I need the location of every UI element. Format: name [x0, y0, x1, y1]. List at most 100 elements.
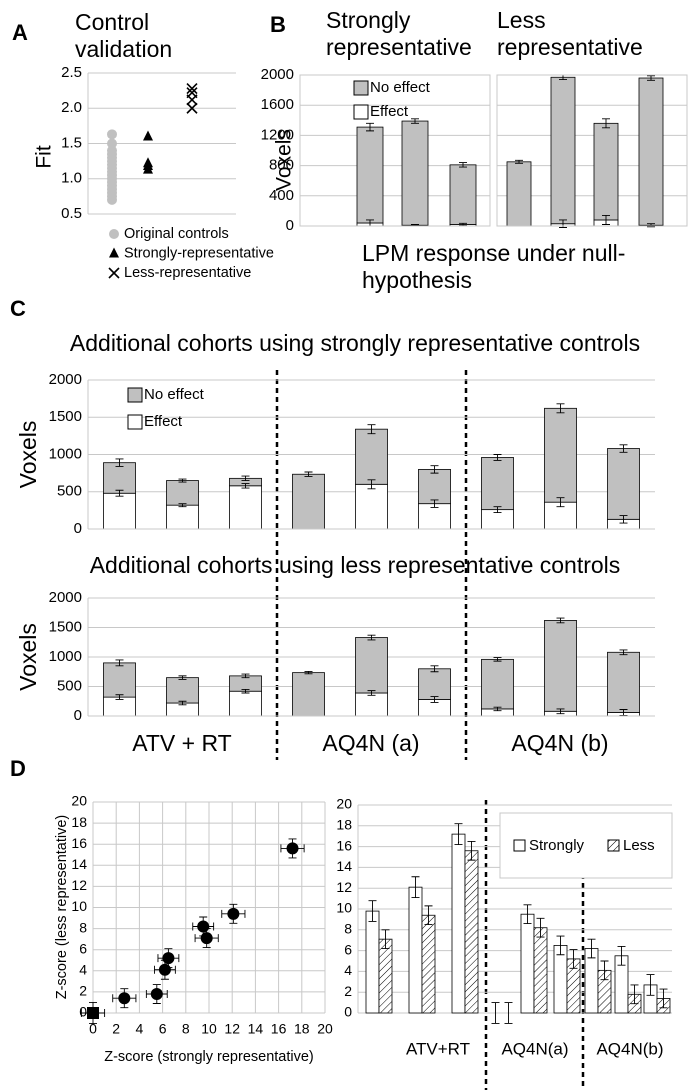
- bar-segment: [103, 462, 136, 494]
- point: [118, 992, 131, 1005]
- bar: [464, 850, 479, 1014]
- y-axis-label: Voxels: [273, 129, 296, 191]
- legend-label: Strongly: [529, 837, 585, 854]
- chart-title: Additional cohorts using strongly repres…: [70, 330, 640, 356]
- bar-segment: [544, 620, 577, 712]
- panel-label: A: [12, 20, 28, 45]
- bar-segment: [593, 122, 619, 221]
- y-tick-label: 10: [336, 900, 352, 916]
- plot-frame: [299, 74, 491, 227]
- bar: [553, 945, 568, 1014]
- point: [200, 932, 213, 945]
- x-tick-label: 14: [248, 1021, 264, 1037]
- y-tick-label: 16: [336, 837, 352, 853]
- y-tick-label: 0: [74, 707, 82, 724]
- error-bar: [617, 945, 626, 966]
- group-label: ATV+RT: [406, 1039, 470, 1058]
- bar-segment: [292, 473, 325, 530]
- y-tick-label: 12: [71, 877, 87, 893]
- error-bar: [304, 671, 313, 675]
- y-tick-label: 1200: [261, 126, 294, 143]
- y-tick-label: 2: [344, 983, 352, 999]
- bar-segment: [166, 480, 199, 506]
- bar-segment: [550, 76, 576, 225]
- group-label: AQ4N(b): [596, 1039, 663, 1058]
- point: [107, 129, 117, 140]
- legend-label: Effect: [144, 413, 183, 430]
- error-bar: [491, 1002, 500, 1024]
- legend-swatch: [353, 80, 369, 96]
- y-tick-label: 18: [71, 814, 87, 830]
- y-tick-label: 20: [71, 793, 87, 809]
- bar-segment: [638, 77, 664, 226]
- error-bar: [241, 673, 250, 679]
- error-bar: [178, 503, 187, 508]
- bar-segment: [418, 468, 451, 505]
- point: [109, 229, 119, 239]
- y-tick-label: 1.5: [61, 134, 82, 151]
- bar-segment: [449, 164, 477, 225]
- error-bar: [619, 444, 628, 453]
- bar-segment: [506, 161, 532, 227]
- bar-segment: [355, 428, 388, 485]
- y-tick-label: 1600: [261, 96, 294, 113]
- point: [158, 963, 171, 976]
- error-bar: [467, 840, 476, 861]
- y-axis-label: Fit: [33, 145, 56, 168]
- error-bar: [115, 489, 124, 497]
- bar-segment: [401, 120, 429, 226]
- error-bar: [619, 709, 628, 716]
- error-bar: [556, 935, 565, 956]
- legend-label: Less: [623, 837, 655, 854]
- y-tick-label: 12: [336, 879, 352, 895]
- error-bar: [515, 159, 523, 164]
- error-bar: [630, 984, 639, 1005]
- error-bar: [493, 506, 502, 514]
- y-axis-label: Voxels: [15, 421, 41, 489]
- group-label: AQ4N (a): [322, 730, 419, 756]
- error-bar: [569, 949, 578, 969]
- x-tick-label: 2: [112, 1021, 120, 1037]
- y-tick-label: 18: [336, 817, 352, 833]
- point: [87, 1007, 99, 1019]
- x-tick-label: 20: [317, 1021, 333, 1037]
- bar-segment: [481, 457, 514, 511]
- legend-swatch: [353, 104, 369, 120]
- bar-segment: [229, 485, 262, 530]
- x-axis-label: Z-score (strongly representative): [104, 1049, 314, 1065]
- bar-segment: [103, 662, 136, 698]
- error-bar: [556, 403, 565, 414]
- x-tick-label: 18: [294, 1021, 310, 1037]
- y-tick-label: 500: [57, 483, 82, 500]
- y-tick-label: 16: [71, 835, 87, 851]
- point: [186, 102, 198, 114]
- error-bar: [430, 665, 439, 673]
- point: [197, 920, 210, 933]
- error-bar: [381, 929, 390, 949]
- y-tick-label: 4: [344, 962, 352, 978]
- point: [150, 988, 163, 1001]
- panel-label: D: [10, 756, 26, 781]
- error-bar: [459, 162, 467, 168]
- legend-frame: [499, 812, 673, 879]
- error-bar: [178, 700, 187, 706]
- error-bar: [602, 118, 610, 129]
- error-bar: [178, 478, 187, 483]
- bar-segment: [544, 407, 577, 503]
- point: [143, 163, 153, 174]
- bar-segment: [103, 696, 136, 717]
- x-tick-label: 16: [271, 1021, 287, 1037]
- error-bar: [115, 694, 124, 700]
- x-tick-label: 10: [201, 1021, 217, 1037]
- legend-label: Strongly-representative: [124, 245, 274, 261]
- error-bar: [241, 483, 250, 489]
- error-bar: [368, 900, 377, 922]
- error-bar: [367, 479, 376, 490]
- error-bar: [411, 118, 419, 124]
- y-axis-label: Voxels: [15, 623, 41, 691]
- error-bar: [367, 634, 376, 641]
- error-bar: [493, 706, 502, 712]
- y-tick-label: 500: [57, 677, 82, 694]
